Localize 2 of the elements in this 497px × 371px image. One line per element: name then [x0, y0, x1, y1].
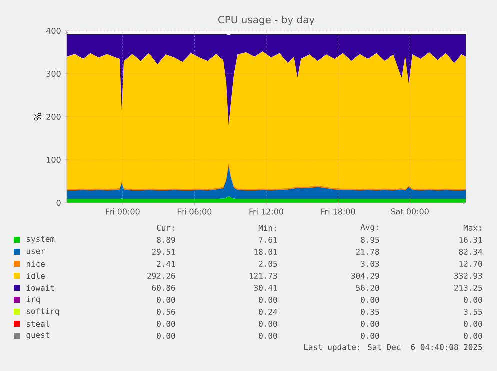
chart-title: CPU usage - by day: [218, 16, 315, 26]
y-axis-title: %: [34, 113, 42, 121]
